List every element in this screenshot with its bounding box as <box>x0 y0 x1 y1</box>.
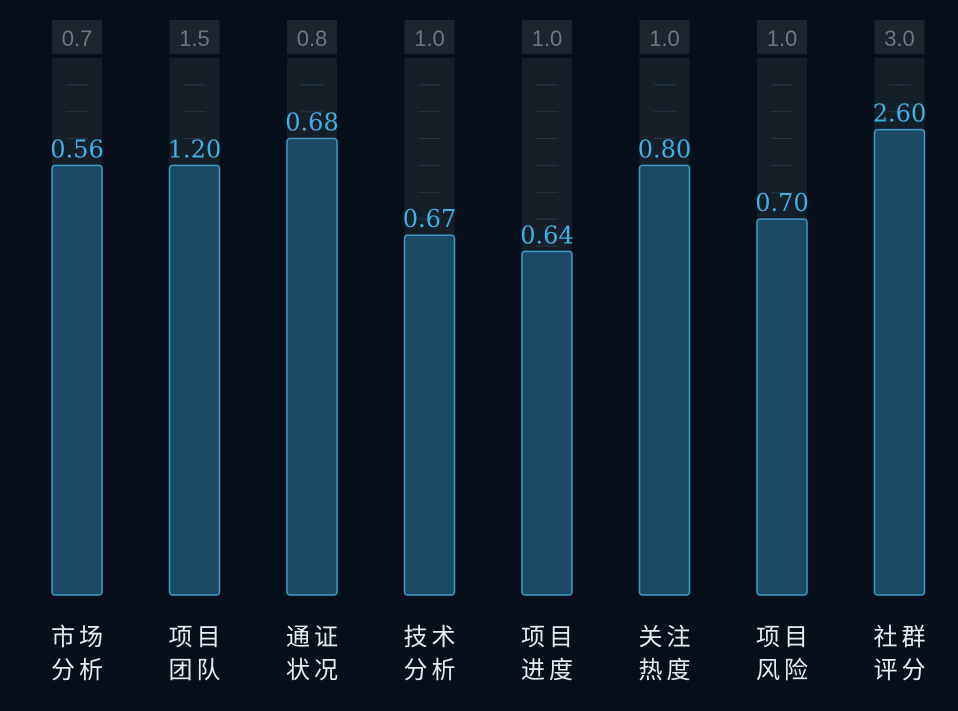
bar <box>521 250 573 596</box>
bar-value-label: 0.70 <box>755 189 808 217</box>
max-value-label: 1.0 <box>649 26 680 51</box>
max-value-box <box>169 20 220 54</box>
bar-value-label: 0.56 <box>50 135 103 163</box>
max-value-box <box>874 20 925 54</box>
category-label: 项目 <box>756 623 812 651</box>
max-value-box <box>287 20 337 54</box>
category-label: 技术 <box>404 623 460 651</box>
max-value-label: 3.0 <box>884 26 915 51</box>
max-value-label: 0.8 <box>297 26 328 51</box>
category-label: 热度 <box>639 656 695 684</box>
category-label: 分析 <box>51 656 107 684</box>
bar-value-label: 0.80 <box>638 135 691 163</box>
category-label: 分析 <box>404 656 460 684</box>
max-value-box <box>404 20 455 54</box>
max-value-label: 1.0 <box>767 26 798 51</box>
category-label: 风险 <box>756 656 812 684</box>
max-value-box <box>52 20 102 54</box>
bar <box>638 164 691 596</box>
max-value-box <box>639 20 690 54</box>
max-value-box <box>522 20 572 54</box>
max-value-label: 1.0 <box>414 26 445 51</box>
category-label: 通证 <box>286 623 342 651</box>
bar-value-label: 2.60 <box>873 100 926 128</box>
category-label: 项目 <box>521 623 577 651</box>
bar-value-label: 0.68 <box>285 109 338 137</box>
category-label: 社群 <box>874 623 930 651</box>
category-label: 状况 <box>286 656 342 684</box>
bar <box>756 218 808 596</box>
max-value-label: 0.7 <box>62 26 93 51</box>
bar <box>403 234 456 596</box>
category-label: 市场 <box>51 623 107 651</box>
category-label: 进度 <box>521 656 577 684</box>
max-value-label: 1.5 <box>179 26 210 51</box>
bar <box>168 164 221 596</box>
category-label: 关注 <box>639 623 695 651</box>
bar <box>873 128 926 596</box>
bar <box>51 164 103 596</box>
category-label: 团队 <box>169 656 225 684</box>
bar-value-label: 0.67 <box>403 205 456 233</box>
bar-value-label: 0.64 <box>520 221 573 249</box>
category-label: 评分 <box>874 656 930 684</box>
bar-value-label: 1.20 <box>168 135 221 163</box>
category-label: 项目 <box>169 623 225 651</box>
bar <box>286 137 338 596</box>
max-value-box <box>757 20 807 54</box>
max-value-label: 1.0 <box>532 26 563 51</box>
